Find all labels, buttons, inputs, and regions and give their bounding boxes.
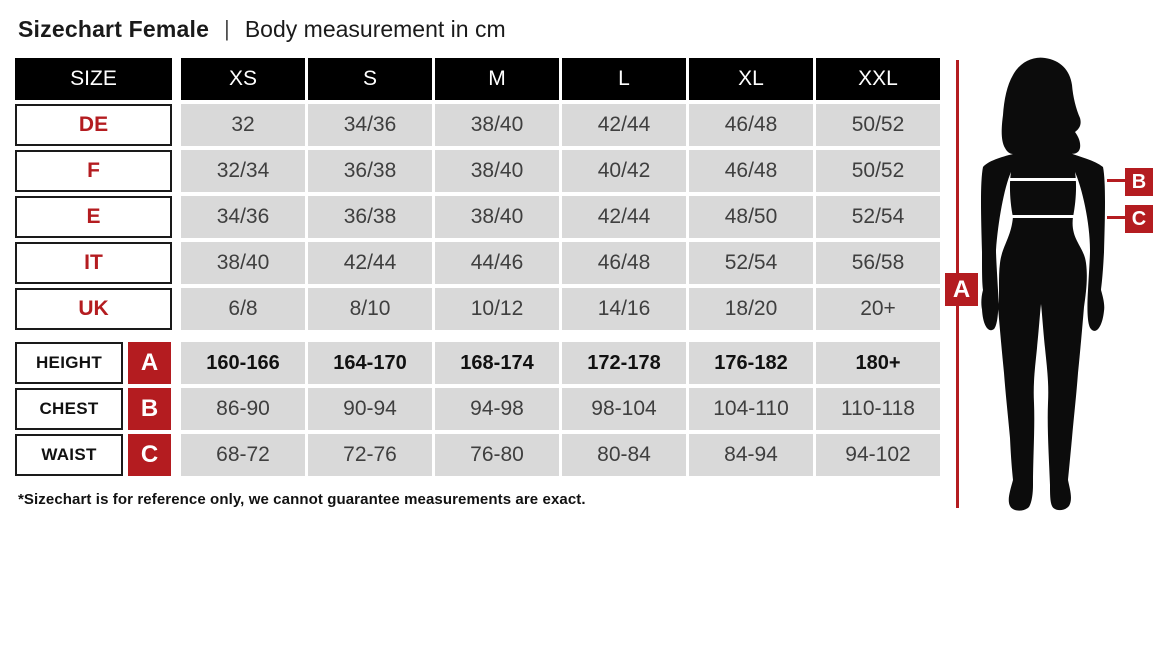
table-cell: 42/44 <box>308 242 432 284</box>
waist-marker-dash <box>1107 216 1125 219</box>
table-row-it: IT 38/40 42/44 44/46 46/48 52/54 56/58 <box>15 242 940 284</box>
chest-marker-dash <box>1107 179 1125 182</box>
table-cell: 32/34 <box>181 150 305 192</box>
table-cell: 8/10 <box>308 288 432 330</box>
table-cell: 14/16 <box>562 288 686 330</box>
row-label-f: F <box>15 150 172 192</box>
column-header-s: S <box>308 58 432 100</box>
table-cell: 56/58 <box>816 242 940 284</box>
table-cell: 98-104 <box>562 388 686 430</box>
table-cell: 50/52 <box>816 104 940 146</box>
table-cell: 94-102 <box>816 434 940 476</box>
row-label-uk: UK <box>15 288 172 330</box>
row-label-e: E <box>15 196 172 238</box>
female-body-silhouette-icon <box>981 57 1105 511</box>
table-row-f: F 32/34 36/38 38/40 40/42 46/48 50/52 <box>15 150 940 192</box>
table-cell: 36/38 <box>308 196 432 238</box>
table-cell: 94-98 <box>435 388 559 430</box>
table-cell: 46/48 <box>689 150 813 192</box>
table-cell: 68-72 <box>181 434 305 476</box>
row-label-height: HEIGHT <box>15 342 123 384</box>
table-cell: 176-182 <box>689 342 813 384</box>
table-cell: 76-80 <box>435 434 559 476</box>
table-cell: 46/48 <box>562 242 686 284</box>
table-row-de: DE 32 34/36 38/40 42/44 46/48 50/52 <box>15 104 940 146</box>
waist-measure-line <box>1011 215 1074 218</box>
page-title-subtitle: Body measurement in cm <box>244 15 506 42</box>
column-header-xxl: XXL <box>816 58 940 100</box>
measurement-label-group: HEIGHT A <box>15 342 172 384</box>
table-cell: 46/48 <box>689 104 813 146</box>
table-cell: 160-166 <box>181 342 305 384</box>
table-cell: 34/36 <box>308 104 432 146</box>
size-chart-table: SIZE XS S M L XL XXL DE 32 34/36 38/40 4… <box>15 58 940 480</box>
table-cell: 180+ <box>816 342 940 384</box>
column-header-xl: XL <box>689 58 813 100</box>
table-row-uk: UK 6/8 8/10 10/12 14/16 18/20 20+ <box>15 288 940 330</box>
row-label-chest: CHEST <box>15 388 123 430</box>
marker-c-badge: C <box>128 434 171 476</box>
table-cell: 36/38 <box>308 150 432 192</box>
column-header-xs: XS <box>181 58 305 100</box>
table-cell: 86-90 <box>181 388 305 430</box>
page-title: Sizechart Female | Body measurement in c… <box>18 13 506 45</box>
table-cell: 90-94 <box>308 388 432 430</box>
figure-marker-c: C <box>1125 205 1153 233</box>
table-cell: 48/50 <box>689 196 813 238</box>
table-cell: 10/12 <box>435 288 559 330</box>
table-row-chest: CHEST B 86-90 90-94 94-98 98-104 104-110… <box>15 388 940 430</box>
marker-b-badge: B <box>128 388 171 430</box>
table-cell: 104-110 <box>689 388 813 430</box>
row-label-de: DE <box>15 104 172 146</box>
table-cell: 50/52 <box>816 150 940 192</box>
table-cell: 52/54 <box>816 196 940 238</box>
footnote: *Sizechart is for reference only, we can… <box>18 491 586 508</box>
table-cell: 110-118 <box>816 388 940 430</box>
title-separator: | <box>224 16 230 41</box>
figure-marker-a: A <box>945 273 978 306</box>
table-cell: 38/40 <box>181 242 305 284</box>
marker-a-badge: A <box>128 342 171 384</box>
table-cell: 6/8 <box>181 288 305 330</box>
measurement-label-group: CHEST B <box>15 388 172 430</box>
female-silhouette-figure: A B C <box>930 55 1169 530</box>
table-cell: 164-170 <box>308 342 432 384</box>
table-cell: 72-76 <box>308 434 432 476</box>
size-header-cell: SIZE <box>15 58 172 100</box>
column-header-m: M <box>435 58 559 100</box>
page-title-heading: Sizechart Female <box>18 15 210 42</box>
table-cell: 20+ <box>816 288 940 330</box>
table-cell: 84-94 <box>689 434 813 476</box>
table-row-waist: WAIST C 68-72 72-76 76-80 80-84 84-94 94… <box>15 434 940 476</box>
row-label-it: IT <box>15 242 172 284</box>
table-cell: 172-178 <box>562 342 686 384</box>
table-cell: 40/42 <box>562 150 686 192</box>
row-label-waist: WAIST <box>15 434 123 476</box>
table-cell: 18/20 <box>689 288 813 330</box>
figure-marker-b: B <box>1125 168 1153 196</box>
table-row-e: E 34/36 36/38 38/40 42/44 48/50 52/54 <box>15 196 940 238</box>
table-cell: 52/54 <box>689 242 813 284</box>
table-cell: 44/46 <box>435 242 559 284</box>
table-cell: 168-174 <box>435 342 559 384</box>
chest-measure-line <box>1009 178 1077 181</box>
table-cell: 34/36 <box>181 196 305 238</box>
table-cell: 80-84 <box>562 434 686 476</box>
table-cell: 38/40 <box>435 104 559 146</box>
table-cell: 38/40 <box>435 196 559 238</box>
table-header-row: SIZE XS S M L XL XXL <box>15 58 940 100</box>
table-row-height: HEIGHT A 160-166 164-170 168-174 172-178… <box>15 342 940 384</box>
table-cell: 42/44 <box>562 196 686 238</box>
column-header-l: L <box>562 58 686 100</box>
table-cell: 38/40 <box>435 150 559 192</box>
table-cell: 32 <box>181 104 305 146</box>
table-cell: 42/44 <box>562 104 686 146</box>
measurement-label-group: WAIST C <box>15 434 172 476</box>
